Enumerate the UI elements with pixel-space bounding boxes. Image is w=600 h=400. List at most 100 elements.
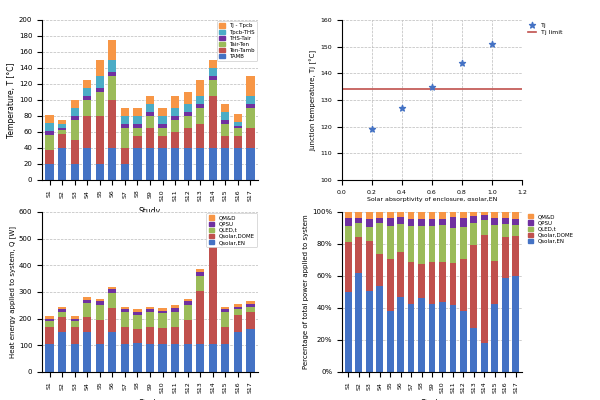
Bar (108, 76, 116, 100)
Bar (184, 104, 192, 112)
Bar (209, 96, 217, 148)
X-axis label: Solar absorptivity of enclosure, αsolar,EN: Solar absorptivity of enclosure, αsolar,… (367, 198, 497, 202)
Bar (221, 120, 229, 124)
Bar (133, 128, 142, 136)
Bar (470, 328, 477, 372)
Bar (512, 225, 519, 236)
Bar (46, 150, 53, 164)
Bar (146, 104, 154, 112)
X-axis label: Study: Study (421, 399, 443, 400)
Bar (481, 343, 488, 372)
Bar (428, 212, 436, 219)
Bar (209, 68, 217, 76)
Bar (502, 224, 509, 237)
Bar (376, 212, 383, 218)
Bar (133, 116, 142, 124)
Bar (184, 320, 192, 344)
Bar (171, 327, 179, 344)
Bar (366, 212, 373, 219)
Bar (387, 311, 394, 372)
Bar (502, 218, 509, 224)
Bar (376, 218, 383, 223)
Bar (46, 319, 53, 321)
Legend: Tj - Tpcb, Tpcb-THS, THS-Tair, Tair-Ten, Ten-Tamb, TAMB: Tj - Tpcb, Tpcb-THS, THS-Tair, Tair-Ten,… (217, 21, 257, 62)
Bar (407, 212, 415, 219)
Bar (387, 258, 394, 311)
Bar (46, 316, 53, 319)
Bar (247, 96, 254, 104)
Bar (234, 304, 242, 307)
Bar (512, 236, 519, 276)
Bar (171, 308, 179, 312)
Bar (345, 292, 352, 372)
Bar (171, 108, 179, 116)
Bar (184, 299, 192, 301)
Legend: QM&D, QPSU, QLED,t, Qsolar,DOME, Qsolar,EN: QM&D, QPSU, QLED,t, Qsolar,DOME, Qsolar,… (526, 212, 576, 246)
Bar (209, 76, 217, 80)
Bar (481, 235, 488, 343)
Bar (345, 218, 352, 226)
Bar (418, 298, 425, 372)
Bar (247, 307, 254, 312)
Bar (95, 76, 104, 88)
Bar (71, 327, 79, 344)
Bar (397, 297, 404, 372)
Bar (209, 60, 217, 68)
Bar (108, 60, 116, 72)
Bar (71, 344, 79, 372)
Bar (133, 108, 142, 116)
Bar (407, 226, 415, 262)
Bar (418, 264, 425, 298)
Bar (171, 148, 179, 180)
Bar (121, 124, 129, 128)
Bar (108, 40, 116, 60)
Bar (439, 212, 446, 218)
Bar (58, 124, 66, 128)
Bar (196, 276, 205, 291)
Bar (71, 100, 79, 108)
Bar (221, 307, 229, 309)
Bar (83, 303, 91, 317)
Bar (234, 309, 242, 315)
Bar (146, 116, 154, 128)
Bar (481, 220, 488, 235)
Bar (95, 305, 104, 320)
Bar (158, 136, 167, 148)
Bar (470, 223, 477, 245)
Bar (133, 309, 142, 312)
Bar (108, 100, 116, 148)
Bar (158, 313, 167, 328)
Bar (234, 136, 242, 148)
Bar (221, 148, 229, 180)
Bar (58, 332, 66, 372)
Bar (158, 148, 167, 180)
X-axis label: Study: Study (139, 207, 161, 216)
Bar (209, 148, 217, 180)
Bar (71, 116, 79, 120)
Bar (491, 225, 498, 261)
Bar (108, 332, 116, 372)
Bar (83, 116, 91, 148)
Bar (428, 304, 436, 372)
Bar (439, 262, 446, 302)
Bar (121, 307, 129, 309)
Bar (58, 309, 66, 312)
Bar (133, 124, 142, 128)
Bar (234, 126, 242, 128)
Bar (387, 226, 394, 258)
Y-axis label: Temperature, T [°C]: Temperature, T [°C] (7, 62, 16, 138)
Bar (247, 329, 254, 372)
Bar (234, 122, 242, 126)
Bar (196, 344, 205, 372)
Bar (108, 72, 116, 76)
Bar (221, 104, 229, 112)
Bar (449, 305, 457, 372)
Bar (460, 258, 467, 311)
Bar (133, 136, 142, 148)
Bar (234, 128, 242, 136)
Bar (171, 344, 179, 372)
Bar (221, 309, 229, 312)
Bar (376, 254, 383, 286)
Bar (95, 116, 104, 164)
Bar (502, 237, 509, 278)
